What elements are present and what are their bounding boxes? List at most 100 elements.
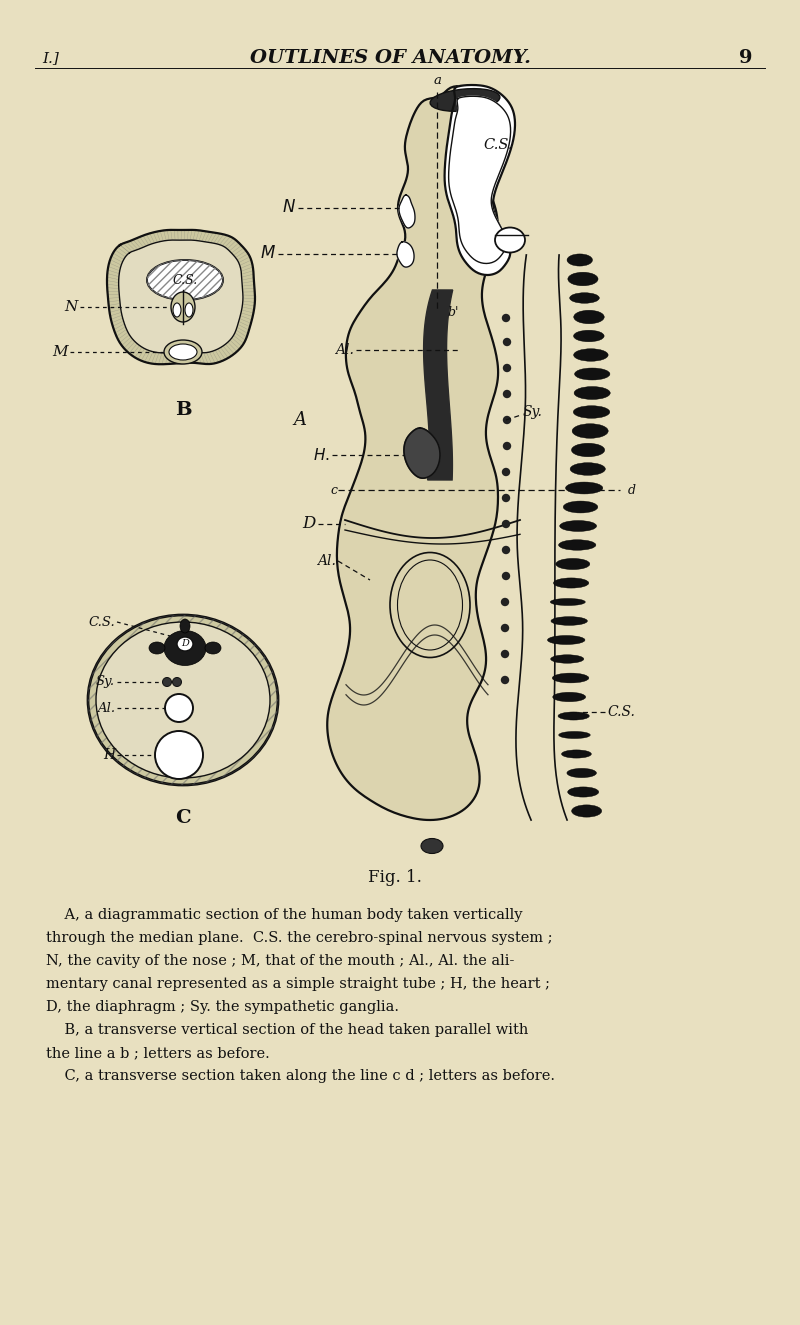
Ellipse shape xyxy=(574,330,604,342)
Polygon shape xyxy=(118,240,243,352)
Circle shape xyxy=(502,651,509,657)
Ellipse shape xyxy=(571,444,605,457)
Text: b': b' xyxy=(447,306,458,318)
Ellipse shape xyxy=(173,303,181,317)
Ellipse shape xyxy=(574,348,608,362)
Ellipse shape xyxy=(574,405,610,419)
Text: C.S.: C.S. xyxy=(483,138,513,152)
Text: C.S.: C.S. xyxy=(88,616,115,628)
Ellipse shape xyxy=(563,501,598,513)
Polygon shape xyxy=(424,290,453,480)
Ellipse shape xyxy=(171,292,195,322)
Ellipse shape xyxy=(495,228,525,253)
Circle shape xyxy=(502,469,510,476)
Polygon shape xyxy=(399,195,415,228)
Polygon shape xyxy=(404,428,440,478)
Text: the line a b ; letters as before.: the line a b ; letters as before. xyxy=(46,1045,270,1060)
Circle shape xyxy=(162,677,171,686)
Ellipse shape xyxy=(574,368,610,380)
Ellipse shape xyxy=(554,578,589,588)
Text: Fig. 1.: Fig. 1. xyxy=(368,869,422,886)
Circle shape xyxy=(165,694,193,722)
Text: Al.: Al. xyxy=(97,701,115,714)
Ellipse shape xyxy=(558,539,596,550)
Circle shape xyxy=(502,314,510,322)
Ellipse shape xyxy=(566,482,602,494)
Text: C.S.: C.S. xyxy=(172,273,198,286)
Circle shape xyxy=(502,572,510,579)
Ellipse shape xyxy=(149,643,165,655)
Ellipse shape xyxy=(574,387,610,399)
Ellipse shape xyxy=(568,787,598,798)
Circle shape xyxy=(155,731,203,779)
Text: a: a xyxy=(433,74,441,87)
Text: I.]: I.] xyxy=(42,50,59,65)
Ellipse shape xyxy=(164,341,202,364)
Ellipse shape xyxy=(558,712,590,719)
Text: d: d xyxy=(628,484,636,497)
Circle shape xyxy=(503,416,510,424)
Circle shape xyxy=(502,546,510,554)
Ellipse shape xyxy=(560,521,597,531)
Text: Sy.: Sy. xyxy=(523,405,543,419)
Ellipse shape xyxy=(547,636,585,644)
Text: H: H xyxy=(103,749,115,762)
Polygon shape xyxy=(445,85,515,276)
Circle shape xyxy=(502,599,509,606)
Text: C.S.: C.S. xyxy=(607,705,635,719)
Circle shape xyxy=(502,521,510,527)
Ellipse shape xyxy=(567,254,593,266)
Ellipse shape xyxy=(185,303,193,317)
Text: mentary canal represented as a simple straight tube ; H, the heart ;: mentary canal represented as a simple st… xyxy=(46,977,550,991)
Polygon shape xyxy=(327,86,506,820)
Text: N, the cavity of the nose ; M, that of the mouth ; Al., Al. the ali-: N, the cavity of the nose ; M, that of t… xyxy=(46,954,514,969)
Circle shape xyxy=(502,624,509,632)
Text: Al.: Al. xyxy=(335,343,354,356)
Ellipse shape xyxy=(571,804,602,818)
Circle shape xyxy=(173,677,182,686)
Circle shape xyxy=(503,338,510,346)
Text: $N$: $N$ xyxy=(282,200,296,216)
Text: Al.: Al. xyxy=(317,554,336,568)
Text: A, a diagrammatic section of the human body taken vertically: A, a diagrammatic section of the human b… xyxy=(46,908,522,922)
Polygon shape xyxy=(397,241,414,268)
Circle shape xyxy=(503,364,510,371)
Ellipse shape xyxy=(570,462,606,476)
Text: B, a transverse vertical section of the head taken parallel with: B, a transverse vertical section of the … xyxy=(46,1023,528,1037)
Text: D: D xyxy=(181,640,189,648)
Ellipse shape xyxy=(205,643,221,655)
Ellipse shape xyxy=(430,89,500,111)
Text: N: N xyxy=(65,299,78,314)
Ellipse shape xyxy=(96,621,270,778)
Ellipse shape xyxy=(88,615,278,784)
Ellipse shape xyxy=(574,310,604,323)
Text: A: A xyxy=(294,411,306,429)
Ellipse shape xyxy=(558,731,590,738)
Text: c: c xyxy=(330,484,337,497)
Ellipse shape xyxy=(180,619,190,633)
Text: D, the diaphragm ; Sy. the sympathetic ganglia.: D, the diaphragm ; Sy. the sympathetic g… xyxy=(46,1000,399,1014)
Polygon shape xyxy=(449,97,510,264)
Ellipse shape xyxy=(551,616,587,625)
Text: through the median plane.  C.S. the cerebro-spinal nervous system ;: through the median plane. C.S. the cereb… xyxy=(46,931,553,945)
Circle shape xyxy=(503,443,510,449)
Text: OUTLINES OF ANATOMY.: OUTLINES OF ANATOMY. xyxy=(250,49,530,68)
Circle shape xyxy=(502,677,509,684)
Circle shape xyxy=(502,494,510,501)
Ellipse shape xyxy=(562,750,591,758)
Text: B: B xyxy=(174,401,191,419)
Ellipse shape xyxy=(421,839,443,853)
Text: $M$: $M$ xyxy=(260,245,276,262)
Ellipse shape xyxy=(550,599,586,606)
Ellipse shape xyxy=(556,558,590,570)
Ellipse shape xyxy=(550,655,584,664)
Ellipse shape xyxy=(568,272,598,286)
Circle shape xyxy=(503,391,510,398)
Ellipse shape xyxy=(164,631,206,665)
Ellipse shape xyxy=(553,692,586,702)
Ellipse shape xyxy=(177,637,193,651)
Text: M: M xyxy=(52,344,68,359)
Ellipse shape xyxy=(147,260,223,299)
Text: 9: 9 xyxy=(738,49,752,68)
Ellipse shape xyxy=(169,344,197,360)
